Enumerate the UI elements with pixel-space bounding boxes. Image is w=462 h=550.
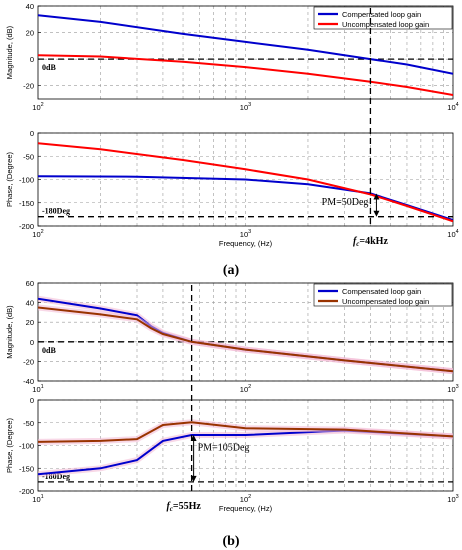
- x-tick-label: 103: [447, 384, 458, 394]
- y-tick-label: 20: [26, 29, 34, 38]
- y-tick-label: -100: [19, 176, 34, 185]
- y-tick-label: -200: [19, 222, 34, 231]
- caption-b: (b): [222, 534, 239, 549]
- y-tick-label: 0: [30, 55, 34, 64]
- y-axis-label: Magnitude, (dB): [5, 25, 14, 79]
- x-tick-label: 103: [447, 494, 458, 504]
- y-tick-label: 40: [26, 299, 34, 308]
- pm-arrow-head-up: [190, 435, 197, 442]
- y-tick-label: 0: [30, 338, 34, 347]
- ref-180-label: -180Deg: [42, 472, 70, 481]
- y-tick-label: -50: [23, 419, 34, 428]
- series-line-uncompensated: [38, 54, 453, 96]
- legend-label: Uncompensated loop gain: [342, 20, 429, 29]
- x-axis-label: Frequency, (Hz): [219, 504, 273, 513]
- legend-box: [313, 283, 453, 307]
- y-tick-label: -150: [19, 199, 34, 208]
- x-tick-label: 103: [240, 102, 251, 112]
- y-tick-label: -200: [19, 487, 34, 496]
- pm-arrow-head-up: [373, 193, 380, 200]
- x-tick-label: 102: [240, 384, 251, 394]
- y-tick-label: -150: [19, 464, 34, 473]
- y-tick-label: -100: [19, 442, 34, 451]
- x-tick-label: 102: [240, 494, 251, 504]
- x-tick-label: 101: [32, 494, 43, 504]
- chart-panel-a-magnitude: 40 20 0 -20 102 103 104 Magnitude, (dB) 0dB Compe…: [5, 2, 459, 112]
- plot-frame: [37, 282, 454, 382]
- plot-frame: [37, 5, 454, 100]
- x-tick-label: 101: [32, 384, 43, 394]
- crossover-annotation: PM=105Deg fc=55Hz: [166, 285, 249, 513]
- y-tick-label: -20: [23, 82, 34, 91]
- y-tick-label: 60: [26, 279, 34, 288]
- series-line-uncompensated: [38, 421, 453, 443]
- series-line-uncompensated: [38, 142, 453, 223]
- fc-label: fc=55Hz: [166, 501, 201, 513]
- zero-db-label: 0dB: [42, 63, 56, 72]
- plot-area: [38, 400, 453, 491]
- y-tick-label: 40: [26, 2, 34, 11]
- y-tick-label: 0: [30, 396, 34, 405]
- legend-label: Uncompensated loop gain: [342, 297, 429, 306]
- zero-db-label: 0dB: [42, 346, 56, 355]
- x-tick-label: 102: [32, 102, 43, 112]
- y-axis-label: Phase, (Degree): [5, 151, 14, 207]
- pm-arrow-head-down: [373, 210, 380, 217]
- legend-label: Compensated loop gain: [342, 287, 421, 296]
- x-tick-label: 104: [447, 102, 458, 112]
- ref-180-label: -180Deg: [42, 207, 70, 216]
- x-axis-label: Frequency, (Hz): [219, 239, 273, 248]
- y-axis-label: Phase, (Degree): [5, 417, 14, 473]
- pm-label: PM=50Deg: [322, 197, 369, 208]
- pm-label: PM=105Deg: [198, 442, 250, 453]
- series-line-compensated: [38, 14, 453, 75]
- x-tick-label: 104: [447, 229, 458, 239]
- y-tick-label: 0: [30, 129, 34, 138]
- y-tick-label: -50: [23, 152, 34, 161]
- y-axis-label: Magnitude, (dB): [5, 305, 14, 359]
- pm-arrow-head-down: [190, 475, 197, 482]
- x-tick-label: 103: [240, 229, 251, 239]
- y-tick-label: -20: [23, 357, 34, 366]
- caption-a: (a): [223, 263, 240, 278]
- x-tick-label: 102: [32, 229, 43, 239]
- fc-label: fc=4kHz: [353, 236, 388, 248]
- legend-label: Compensated loop gain: [342, 10, 421, 19]
- crossover-annotation: PM=50Deg fc=4kHz: [322, 8, 388, 248]
- series-line-uncompensated: [38, 306, 453, 373]
- y-tick-label: 20: [26, 318, 34, 327]
- y-tick-label: -40: [23, 377, 34, 386]
- legend-box: [313, 6, 453, 30]
